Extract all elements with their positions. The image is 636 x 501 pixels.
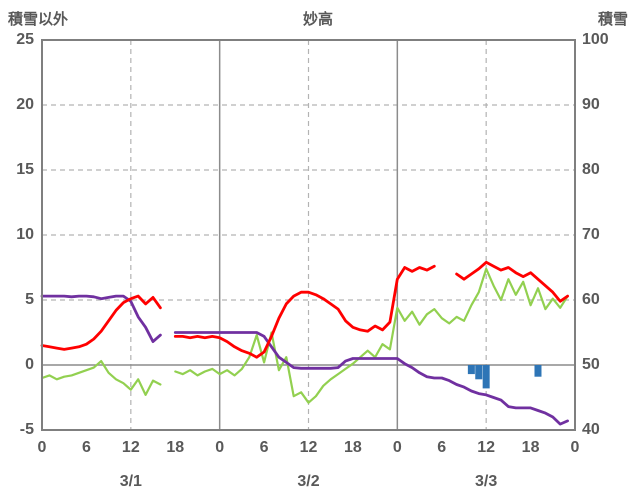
right-axis-tick: 100 (582, 31, 609, 48)
right-axis-tick: 80 (582, 161, 600, 178)
right-axis-tick: 70 (582, 226, 600, 243)
right-axis-tick: 50 (582, 356, 600, 373)
right-axis-tick: 40 (582, 421, 600, 438)
hour-tick: 6 (437, 439, 447, 456)
right-axis-tick: 90 (582, 96, 600, 113)
right-axis-tick: 60 (582, 291, 600, 308)
hour-tick: 18 (166, 439, 185, 456)
hour-tick: 6 (81, 439, 91, 456)
hour-tick: 18 (344, 439, 362, 456)
left-axis-tick: 5 (25, 291, 34, 308)
hour-tick: 0 (215, 439, 225, 456)
hour-tick: 12 (121, 439, 140, 456)
left-axis-tick: 15 (16, 161, 34, 178)
left-axis-tick: -5 (19, 421, 34, 438)
date-label: 3/2 (297, 473, 320, 490)
hour-tick: 12 (477, 439, 496, 456)
hour-tick: 0 (392, 439, 402, 456)
hour-tick: 18 (521, 439, 540, 456)
left-axis-tick: 10 (16, 226, 34, 243)
hour-tick: 6 (259, 439, 269, 456)
left-axis-tick: 25 (16, 31, 34, 48)
hour-tick: 12 (299, 439, 318, 456)
date-label: 3/1 (119, 473, 142, 490)
right-axis-title: 積雪 (597, 11, 628, 28)
left-axis-title: 積雪以外 (8, 11, 69, 28)
date-label: 3/3 (475, 473, 498, 490)
hour-tick: 0 (570, 439, 580, 456)
hour-tick: 0 (37, 439, 47, 456)
left-axis-tick: 20 (16, 96, 34, 113)
chart-title: 妙高 (302, 11, 333, 28)
left-axis-tick: 0 (25, 356, 34, 373)
